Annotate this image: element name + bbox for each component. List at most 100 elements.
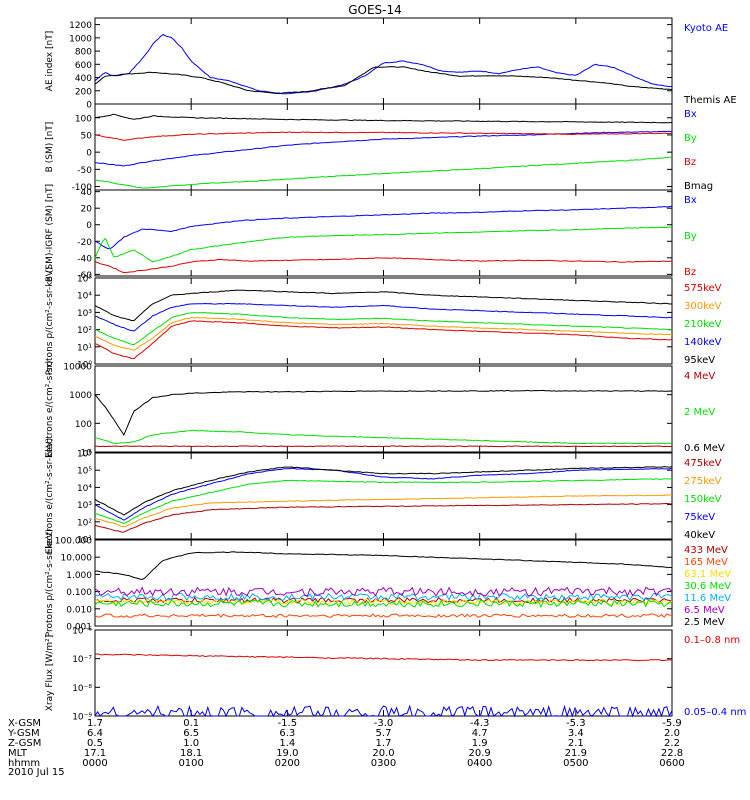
legend-label: By xyxy=(684,133,697,144)
ephemeris-value: 1.7 xyxy=(376,738,392,749)
ephemeris-value: 0200 xyxy=(275,758,300,769)
ephemeris-value: 6.5 xyxy=(183,728,199,739)
ephemeris-label: X-GSM xyxy=(8,718,41,729)
y-tick-label: 10000 xyxy=(63,363,92,373)
ephemeris-value: 0000 xyxy=(82,758,107,769)
legend-label: 4 MeV xyxy=(684,371,715,382)
series-line xyxy=(94,156,673,189)
y-tick-label: 10⁰ xyxy=(77,361,92,371)
y-tick-label: 10⁻⁶ xyxy=(72,627,92,637)
y-tick-label: 10⁵ xyxy=(77,467,92,477)
y-tick-label: 200 xyxy=(75,87,92,97)
legend-label: Bz xyxy=(684,267,696,278)
y-tick-label: 10.000 xyxy=(61,554,93,564)
series-line xyxy=(94,429,673,445)
ephemeris-value: -5.3 xyxy=(566,718,586,729)
legend-label: 11.6 MeV xyxy=(684,593,731,604)
series-line xyxy=(94,226,673,263)
y-tick-label: 10 xyxy=(81,449,93,459)
series-line xyxy=(94,389,673,437)
series-line xyxy=(94,592,673,602)
legend-label: 210keV xyxy=(684,319,722,330)
y-tick-label: 0.010 xyxy=(66,605,92,615)
series-line xyxy=(94,478,673,524)
series-line xyxy=(94,467,673,521)
series-line xyxy=(94,613,673,619)
series-line xyxy=(94,466,673,516)
legend-label: 30.6 MeV xyxy=(684,581,731,592)
series-line xyxy=(94,653,673,662)
series-line xyxy=(94,130,673,167)
y-tick-label: 800 xyxy=(75,48,92,58)
legend-label: 75keV xyxy=(684,512,715,523)
ephemeris-label: MLT xyxy=(8,748,28,759)
y-tick-label: 0 xyxy=(86,149,92,159)
legend-label: 2.5 MeV xyxy=(684,617,725,628)
panel-5: 10¹ 10² 10³ 10⁴ 10⁵ 10⁶ Electrons e/(cm²-s-sr-… xyxy=(45,438,722,554)
ephemeris-value: 4.7 xyxy=(472,728,488,739)
y-tick-label: 100 xyxy=(75,420,92,430)
ephemeris-value: 20.9 xyxy=(469,748,491,759)
legend-label: 275keV xyxy=(684,476,722,487)
series-line xyxy=(94,205,673,250)
ephemeris-value: 1.0 xyxy=(183,738,199,749)
y-tick-label: 1000 xyxy=(69,391,92,401)
y-tick-label: 1000 xyxy=(69,34,92,44)
panel-4: 10 100 1000 10000 Electrons e/(cm²-s-sr) 4 Me… xyxy=(45,361,725,459)
y-axis-label: Xray Flux [W/m²] xyxy=(45,635,55,711)
y-tick-label: -20 xyxy=(77,238,92,248)
ephemeris-value: -3.0 xyxy=(374,718,394,729)
y-tick-label: 10³ xyxy=(77,501,92,511)
panel-1: -100 -50 0 50 100 B (SM) [nT] Bx By Bz Bmag xyxy=(45,103,713,193)
y-axis-label: Protons p/(cm²-s-sr-keV) xyxy=(45,267,55,376)
panel-3: 10⁰ 10¹ 10² 10³ 10⁴ 10⁵ Protons p/(cm²-s-sr-ke… xyxy=(45,267,722,376)
y-tick-label: 600 xyxy=(75,61,92,71)
legend-label: Bz xyxy=(684,157,696,168)
panel-frame xyxy=(94,365,673,453)
series-line xyxy=(94,289,673,322)
y-tick-label: 10⁻⁹ xyxy=(72,713,92,723)
y-tick-label: 1.000 xyxy=(66,571,92,581)
ephemeris-value: 6.4 xyxy=(87,728,103,739)
series-line xyxy=(94,320,673,360)
y-tick-label: 50 xyxy=(81,131,93,141)
legend-label: 0.05–0.4 nm xyxy=(684,707,746,718)
legend-label: Bx xyxy=(684,109,697,120)
ephemeris-value: 6.3 xyxy=(279,728,295,739)
y-tick-label: 0 xyxy=(86,221,92,231)
series-line xyxy=(94,302,673,332)
y-tick-label: 10⁻⁸ xyxy=(72,684,92,694)
y-axis-label: Electrons e/(cm²-s-sr-keV) xyxy=(45,438,55,554)
ephemeris-value: 17.1 xyxy=(84,748,106,759)
y-tick-label: 100 xyxy=(75,114,92,124)
series-line xyxy=(94,599,673,609)
panel-frame xyxy=(94,629,673,717)
y-tick-label: 10² xyxy=(77,326,92,336)
y-tick-label: 0 xyxy=(86,101,92,111)
panel-frame xyxy=(94,17,673,105)
date-label: 2010 Jul 15 xyxy=(8,767,65,778)
legend-label: By xyxy=(684,231,697,242)
ephemeris-label: hhmm xyxy=(8,758,40,769)
series-line xyxy=(94,598,673,606)
plot-title: GOES-14 xyxy=(348,3,402,17)
ephemeris-value: -1.5 xyxy=(278,718,298,729)
y-tick-label: 400 xyxy=(75,74,92,84)
y-tick-label: -40 xyxy=(77,254,92,264)
ephemeris-value: 2.1 xyxy=(568,738,584,749)
series-line xyxy=(94,445,673,448)
legend-label: Kyoto AE xyxy=(684,23,728,34)
series-line xyxy=(94,113,673,124)
y-axis-label: B (SM)-IGRF (SM) [nT] xyxy=(45,184,55,282)
panel-frame xyxy=(94,539,673,627)
y-tick-label: 10⁴ xyxy=(77,484,92,494)
y-axis-label: AE index [nT] xyxy=(45,31,55,91)
y-tick-label: 40 xyxy=(81,188,93,198)
panel-6: 0.001 0.010 0.100 1.000 10.000 100.000Protons… xyxy=(45,529,731,638)
legend-label: 433 MeV xyxy=(684,545,728,556)
panel-7: 10⁻⁹ 10⁻⁸ 10⁻⁷ 10⁻⁶ Xray Flux [W/m²] 0.1–0.8 … xyxy=(45,627,746,723)
y-tick-label: -60 xyxy=(77,271,92,281)
ephemeris-value: 21.9 xyxy=(565,748,587,759)
ephemeris-table: X-GSM 1.7 0.1 -1.5 -3.0 -4.3 -5.3 -5.9 Y-GSM 6.4 6… xyxy=(7,718,685,769)
y-tick-label: 10⁵ xyxy=(77,275,92,285)
